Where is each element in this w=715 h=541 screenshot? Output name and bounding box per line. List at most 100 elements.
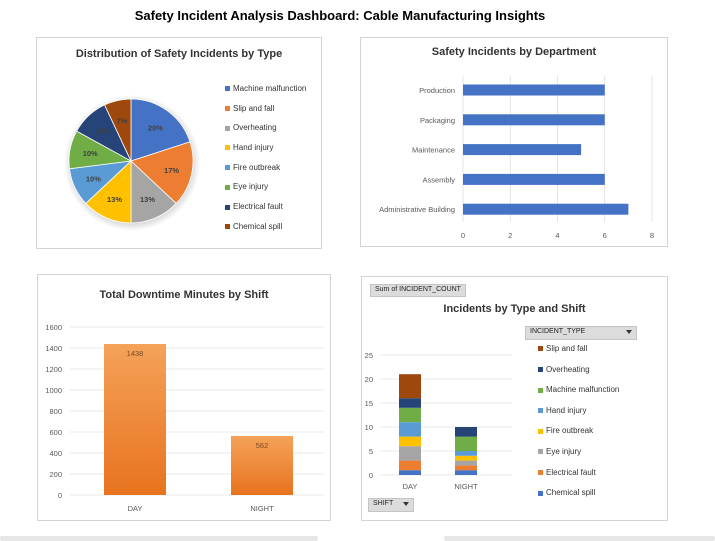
legend-item: Overheating: [225, 123, 306, 143]
pie-slice[interactable]: [104, 98, 132, 162]
scrollbar-right[interactable]: [444, 536, 715, 541]
y-tick-label: 1600: [45, 323, 62, 332]
pie-chart: 20% 17% 13% 13% 10% 10% 10% 7%: [64, 95, 200, 231]
legend-item: Machine malfunction: [225, 84, 306, 104]
legend-item: Slip and fall: [225, 104, 306, 124]
legend-item: Hand injury: [538, 406, 619, 427]
y-tick-label: 800: [49, 407, 62, 416]
legend-label: Eye injury: [233, 182, 269, 192]
downtime-bar[interactable]: [231, 435, 293, 495]
legend-label: Machine malfunction: [233, 84, 307, 93]
department-bar[interactable]: [463, 173, 605, 185]
legend-item: Fire outbreak: [538, 426, 619, 447]
legend-label: Overheating: [546, 364, 590, 374]
stacked-segment[interactable]: [399, 446, 421, 461]
y-tick-label: 15: [365, 399, 373, 408]
x-category-label: NIGHT: [250, 504, 274, 513]
pie-data-label: 17%: [164, 166, 179, 175]
department-bar[interactable]: [463, 84, 605, 96]
y-tick-label: 25: [365, 351, 373, 360]
scrollbar-left[interactable]: [0, 536, 318, 541]
value-field-button[interactable]: Sum of INCIDENT_COUNT: [370, 284, 466, 297]
legend-item: Overheating: [538, 365, 619, 386]
pie-chart-panel[interactable]: Distribution of Safety Incidents by Type…: [36, 37, 322, 249]
legend-label: Fire outbreak: [546, 426, 594, 436]
stacked-legend: Slip and fall Overheating Machine malfunct…: [538, 344, 619, 509]
stacked-segment[interactable]: [455, 470, 477, 475]
stacked-segment[interactable]: [455, 460, 477, 466]
legend-item: Eye injury: [225, 182, 306, 202]
stacked-segment[interactable]: [399, 407, 421, 423]
department-bar[interactable]: [463, 144, 582, 156]
legend-item: Fire outbreak: [225, 163, 306, 183]
chevron-down-icon: [403, 502, 409, 506]
x-tick-label: 6: [603, 231, 607, 240]
stacked-segment[interactable]: [399, 398, 421, 408]
x-tick-label: 8: [650, 231, 654, 240]
department-bar[interactable]: [463, 114, 605, 126]
legend-swatch: [225, 86, 230, 92]
legend-item: Slip and fall: [538, 344, 619, 365]
legend-item: Electrical fault: [225, 202, 306, 222]
downtime-chart-title: Total Downtime Minutes by Shift: [99, 289, 269, 301]
stacked-segment[interactable]: [455, 451, 477, 456]
legend-label: Overheating: [233, 123, 277, 133]
y-tick-label: 400: [49, 449, 62, 458]
stacked-segment[interactable]: [455, 427, 477, 437]
chevron-down-icon: [626, 330, 632, 334]
legend-field-button[interactable]: INCIDENT_TYPE: [525, 326, 637, 340]
department-chart-panel[interactable]: Safety Incidents by Department 0 2 4 6 8 Prod…: [360, 37, 668, 247]
pie-data-label: 20%: [148, 123, 163, 132]
pie-slice[interactable]: [130, 141, 194, 205]
x-tick-label: 2: [508, 231, 512, 240]
stacked-segment[interactable]: [455, 455, 477, 461]
downtime-bar[interactable]: [104, 344, 166, 495]
incidents-stacked-chart: 0 5 10 15 20 25 DAY NIGHT: [365, 351, 512, 491]
legend-swatch: [538, 408, 543, 414]
department-chart-title: Safety Incidents by Department: [431, 46, 597, 58]
y-category-label: Assembly: [422, 175, 455, 184]
y-tick-label: 600: [49, 428, 62, 437]
stacked-segment[interactable]: [455, 465, 477, 471]
bar-data-label: 1438: [127, 349, 144, 358]
axis-field-label: SHIFT: [373, 500, 394, 507]
pie-slice[interactable]: [130, 98, 191, 162]
legend-item: Chemical spill: [225, 222, 306, 242]
pie-chart-title: Distribution of Safety Incidents by Type: [75, 48, 283, 60]
legend-label: Fire outbreak: [233, 162, 281, 172]
legend-item: Eye injury: [538, 447, 619, 468]
legend-label: Eye injury: [546, 446, 582, 456]
legend-item: Hand injury: [225, 143, 306, 163]
x-tick-label: 4: [555, 231, 559, 240]
x-category-label: NIGHT: [454, 482, 478, 491]
legend-swatch: [538, 469, 543, 475]
legend-label: Machine malfunction: [546, 385, 620, 395]
legend-swatch: [538, 428, 543, 434]
y-category-label: Maintenance: [412, 146, 455, 155]
department-bar-chart: 0 2 4 6 8 Production Packaging Maintenance Assem…: [379, 76, 654, 240]
legend-swatch: [225, 125, 230, 131]
legend-field-label: INCIDENT_TYPE: [530, 328, 586, 335]
legend-swatch: [225, 184, 230, 190]
legend-item: Electrical fault: [538, 468, 619, 489]
axis-field-button[interactable]: SHIFT: [368, 498, 414, 512]
pie-data-label: 13%: [107, 195, 122, 204]
stacked-segment[interactable]: [399, 470, 421, 475]
stacked-segment[interactable]: [399, 374, 421, 399]
stacked-segment[interactable]: [455, 436, 477, 451]
pie-data-label: 7%: [117, 116, 128, 125]
stacked-segment[interactable]: [399, 422, 421, 437]
y-tick-label: 1400: [45, 344, 62, 353]
department-bar[interactable]: [463, 203, 629, 215]
legend-swatch: [538, 346, 543, 352]
downtime-chart-panel[interactable]: Total Downtime Minutes by Shift 0 200 400 6…: [37, 274, 331, 521]
pie-data-label: 10%: [86, 175, 101, 184]
y-category-label: Administrative Building: [379, 205, 455, 214]
stacked-segment[interactable]: [399, 460, 421, 471]
legend-label: Chemical spill: [546, 488, 596, 498]
legend-swatch: [225, 224, 230, 230]
legend-label: Hand injury: [233, 143, 274, 153]
y-category-label: Packaging: [420, 116, 455, 125]
pivot-chart-panel[interactable]: Sum of INCIDENT_COUNT Incidents by Type …: [361, 276, 668, 521]
stacked-segment[interactable]: [399, 436, 421, 447]
